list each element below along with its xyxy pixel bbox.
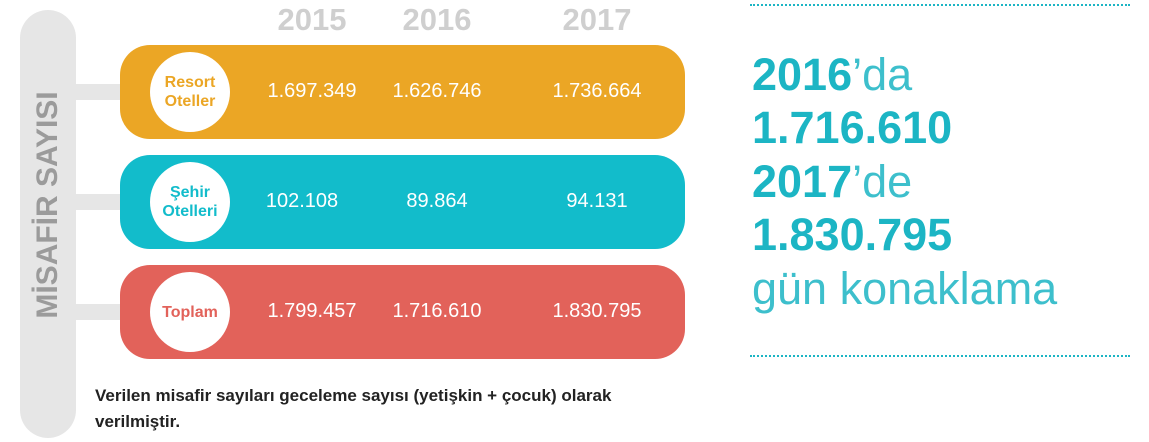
divider [750, 4, 1130, 6]
year-header: 2015 [277, 2, 347, 37]
row-label: Toplam [162, 303, 218, 321]
row-value: 102.108 [265, 190, 339, 212]
callout-line: 2016’da [752, 48, 912, 102]
year-header: 2017 [562, 2, 632, 37]
row-value: 89.864 [406, 190, 468, 212]
row-value: 1.716.610 [392, 300, 482, 322]
callout-line: gün konaklama [752, 262, 1057, 316]
side-pill [20, 10, 76, 438]
row-badge: Şehir Otelleri [150, 162, 230, 242]
callout-value: 1.830.795 [752, 209, 953, 260]
row-badge: Toplam [150, 272, 230, 352]
row-label: Şehir [169, 184, 210, 201]
callout-value: 1.716.610 [752, 102, 953, 153]
callout-line: 1.830.795 [752, 208, 952, 262]
row-band: Şehir Otelleri 102.108 89.864 94.131 [120, 155, 685, 249]
year-header: 2016 [402, 2, 472, 37]
row-value: 1.799.457 [267, 300, 357, 322]
callout-suffix: ’da [852, 49, 913, 100]
side-label: MİSAFİR SAYISI [31, 91, 64, 319]
callout-line: 2017’de [752, 155, 912, 209]
row-value: 1.736.664 [552, 80, 642, 102]
callout-line: 1.716.610 [752, 101, 952, 155]
row-label: Otelleri [162, 203, 218, 220]
divider [750, 355, 1130, 357]
callout-year: 2017 [752, 156, 853, 207]
row-band: Toplam 1.799.457 1.716.610 1.830.795 [120, 265, 685, 359]
row-value: 94.131 [566, 190, 628, 212]
row-band: Resort Oteller 1.697.349 1.626.746 1.736.664 [120, 45, 685, 139]
row-value: 1.697.349 [267, 80, 357, 102]
note: Verilen misafir sayıları geceleme sayısı… [95, 386, 612, 431]
callout-suffix: ’de [852, 156, 913, 207]
row-value: 1.626.746 [392, 80, 482, 102]
callout-tail: gün konaklama [752, 263, 1058, 314]
callout-year: 2016 [752, 49, 853, 100]
row-label: Resort [164, 74, 216, 91]
row-badge: Resort Oteller [150, 52, 230, 132]
row-value: 1.830.795 [552, 300, 642, 322]
row-label: Oteller [164, 93, 216, 110]
